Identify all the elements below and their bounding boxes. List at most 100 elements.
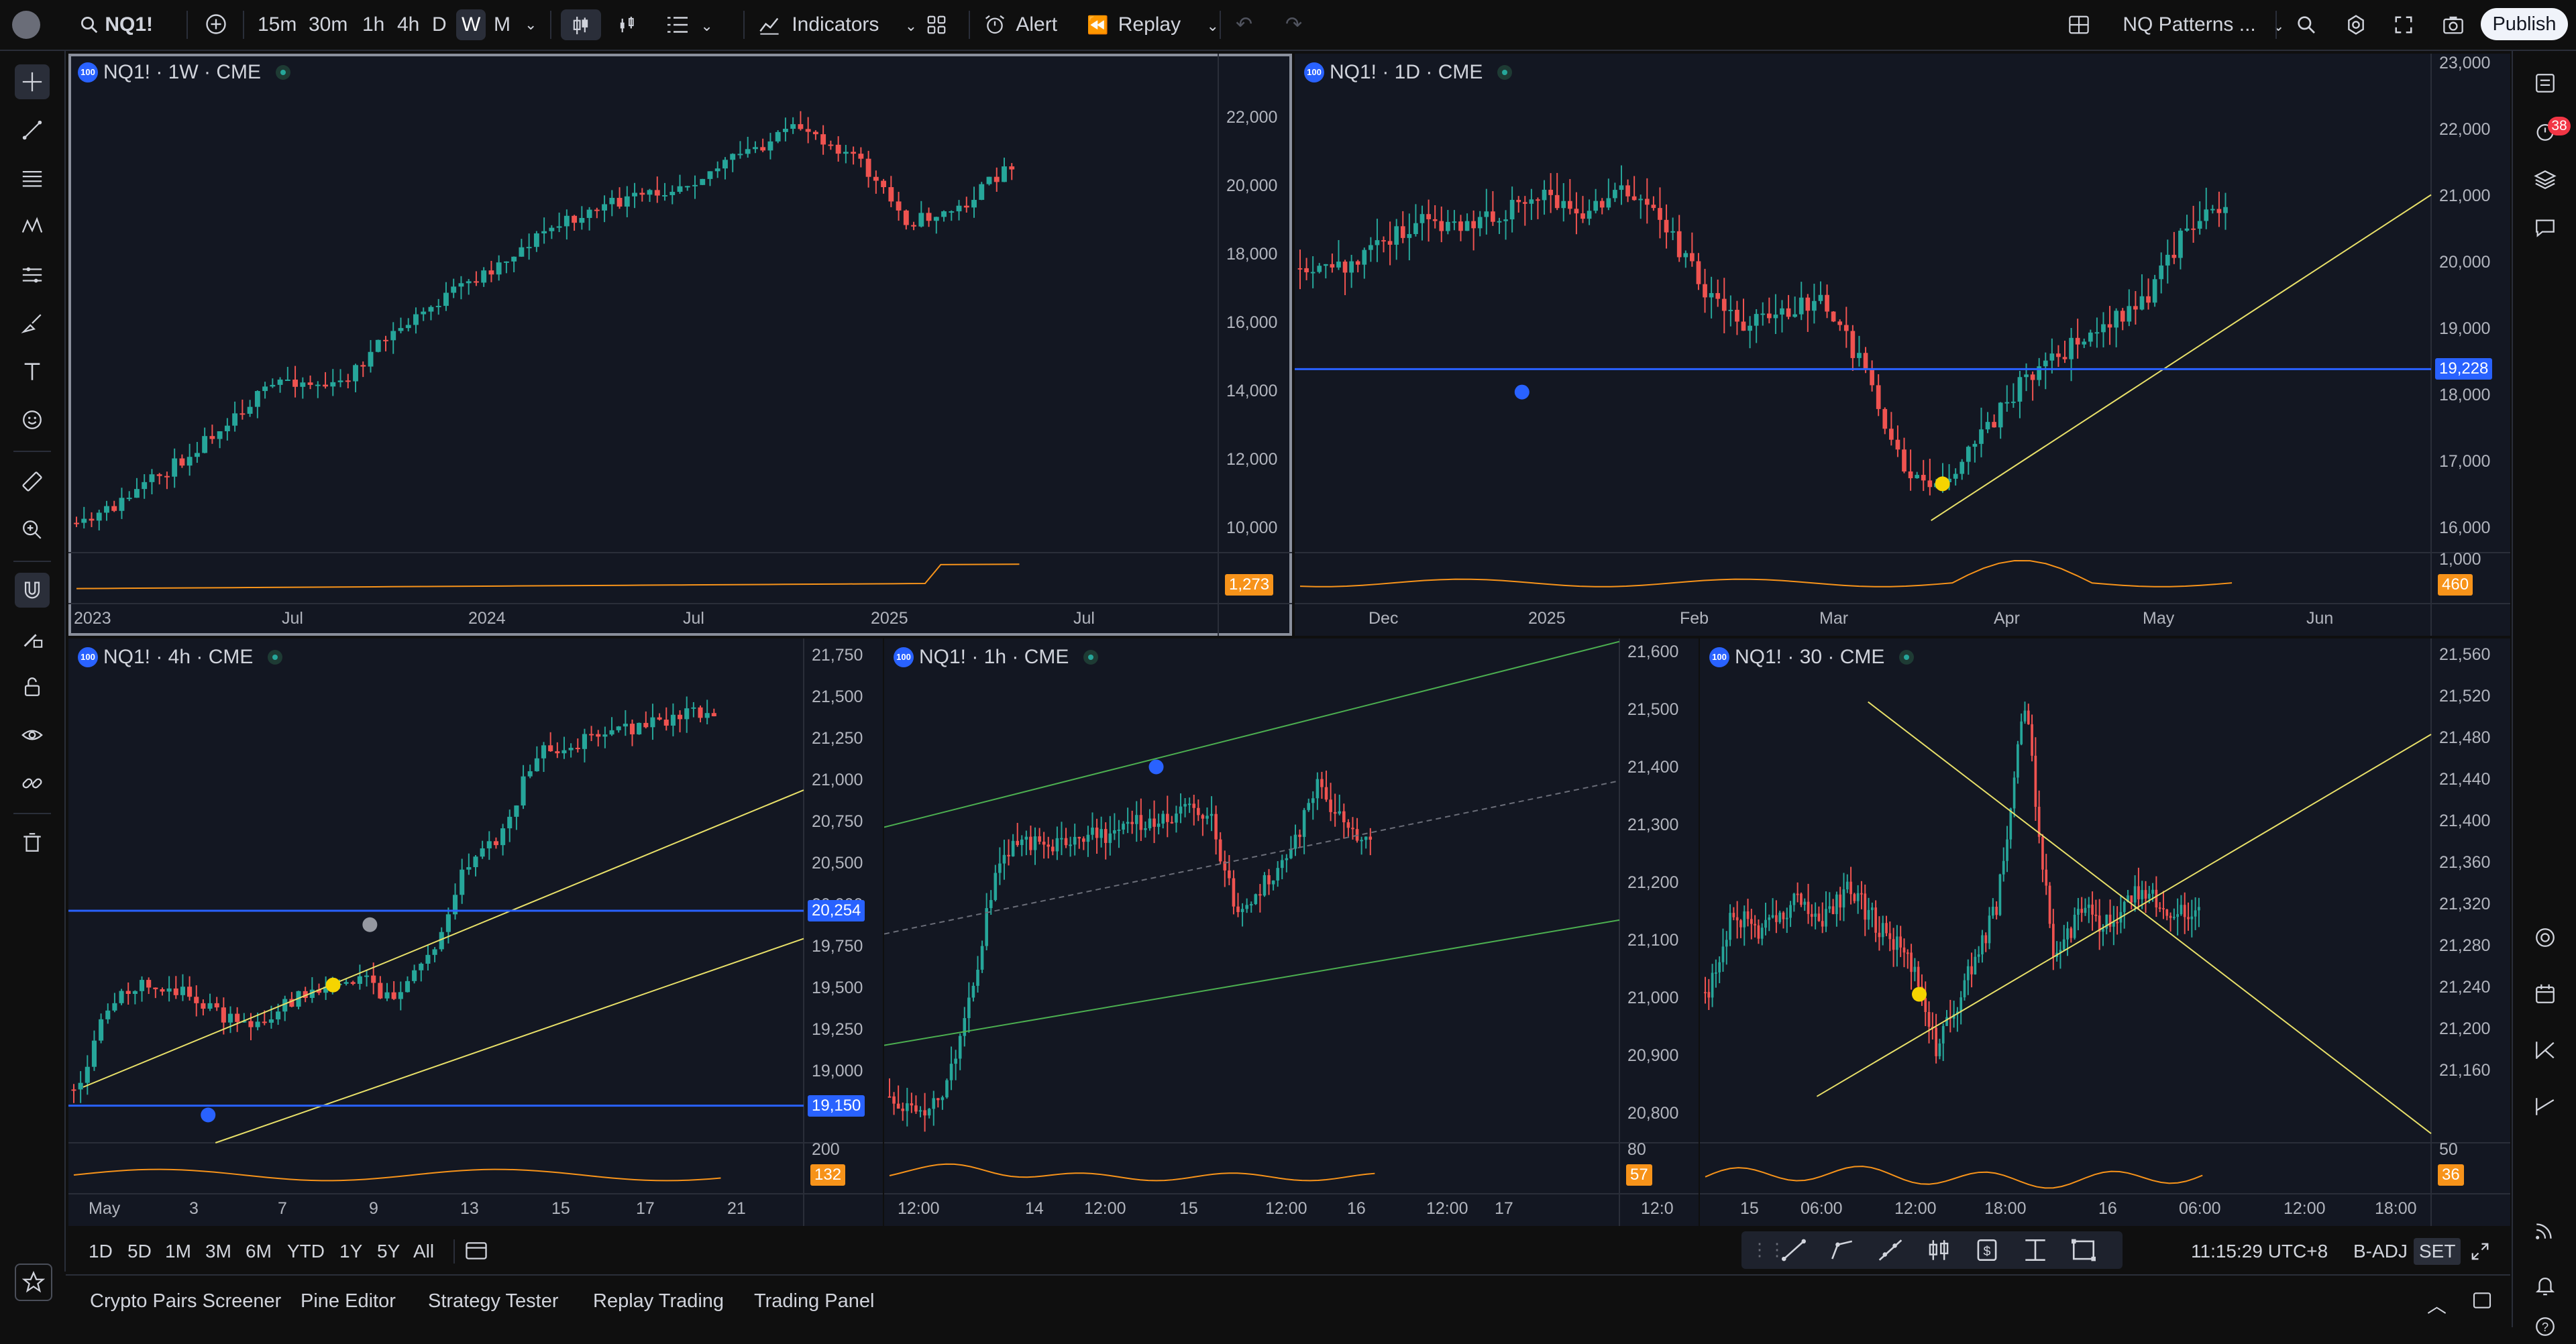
quick-search-button[interactable] bbox=[2290, 9, 2322, 40]
chart-pane-daily[interactable]: 100 NQ1! · 1D · CME 23,000 22,000 21,000 20,… bbox=[1295, 54, 2510, 636]
clock-readout[interactable]: 11:15:29 UTC+8 bbox=[2191, 1241, 2328, 1262]
range-1m[interactable]: 1M bbox=[165, 1241, 191, 1262]
range-5d[interactable]: 5D bbox=[127, 1241, 152, 1262]
fullscreen-button[interactable] bbox=[2388, 9, 2419, 40]
interval-w[interactable]: W bbox=[456, 9, 486, 40]
session-toggle[interactable]: SET bbox=[2414, 1238, 2461, 1265]
go-to-date-button[interactable] bbox=[464, 1238, 488, 1265]
interval-4h[interactable]: 4h bbox=[397, 13, 420, 36]
settings-button[interactable] bbox=[2340, 9, 2372, 40]
interval-1h[interactable]: 1h bbox=[362, 13, 385, 36]
crosshair-tool[interactable] bbox=[15, 64, 50, 99]
redo-button[interactable]: ↷ bbox=[1280, 9, 1307, 40]
alert-marker-icon[interactable] bbox=[1912, 987, 1927, 1002]
range-1y[interactable]: 1Y bbox=[339, 1241, 363, 1262]
snapshot-button[interactable] bbox=[2436, 9, 2470, 40]
interval-15m[interactable]: 15m bbox=[258, 13, 297, 36]
symbol-search-button[interactable]: NQ1! bbox=[74, 9, 158, 40]
range-all[interactable]: All bbox=[413, 1241, 435, 1262]
tab-replay-trading[interactable]: Replay Trading bbox=[593, 1290, 724, 1312]
undo-button[interactable]: ↶ bbox=[1230, 9, 1258, 40]
trend-line[interactable] bbox=[215, 938, 804, 1143]
chart-pane-1h[interactable]: 100 NQ1! · 1h · CME 21,600 21,500 21,400 21,… bbox=[884, 638, 1699, 1226]
indicators-button[interactable]: Indicators ⌄ bbox=[753, 9, 922, 40]
pane-legend[interactable]: 100 NQ1! · 30 · CME bbox=[1709, 644, 1915, 671]
price-line-badge[interactable]: 19,228 bbox=[2435, 358, 2493, 380]
range-6m[interactable]: 6M bbox=[246, 1241, 272, 1262]
trend-line[interactable] bbox=[1931, 194, 2432, 521]
trend-line-icon[interactable] bbox=[1779, 1238, 1809, 1262]
alert-marker-icon[interactable] bbox=[1935, 476, 1950, 492]
chart-pane-weekly[interactable]: 100 NQ1! · 1W · CME 22,000 20,000 18,000 16,… bbox=[68, 54, 1292, 636]
streams-button[interactable] bbox=[2528, 1213, 2563, 1247]
bar-style-button[interactable] bbox=[612, 9, 643, 40]
price-line-badge[interactable]: 19,150 bbox=[808, 1095, 865, 1117]
compare-symbol-button[interactable] bbox=[199, 9, 233, 40]
drag-handle-icon[interactable]: ⋮⋮ bbox=[1751, 1239, 1786, 1259]
price-line-badge[interactable]: 20,254 bbox=[808, 900, 865, 921]
forecast-tool[interactable] bbox=[15, 258, 50, 292]
stay-in-drawing-mode-tool[interactable] bbox=[15, 621, 50, 656]
maximize-panel-button[interactable] bbox=[2471, 1290, 2493, 1316]
rectangle-icon[interactable] bbox=[2069, 1238, 2098, 1262]
avatar[interactable] bbox=[12, 11, 40, 39]
collapse-panel-button[interactable]: ︿ bbox=[2427, 1290, 2447, 1319]
favorites-tool[interactable] bbox=[15, 1264, 52, 1301]
sync-drawings-tool[interactable] bbox=[15, 766, 50, 801]
chart-canvas[interactable] bbox=[884, 638, 1699, 1226]
interval-m[interactable]: M bbox=[494, 13, 511, 36]
strategy-button[interactable] bbox=[2528, 1033, 2563, 1068]
trend-line[interactable] bbox=[884, 919, 1620, 1046]
back-adjust-toggle[interactable]: B-ADJ bbox=[2353, 1241, 2408, 1262]
chart-canvas[interactable] bbox=[68, 54, 1292, 636]
publish-button[interactable]: Publish bbox=[2481, 8, 2568, 40]
fib-retracement-tool[interactable] bbox=[15, 161, 50, 196]
chats-button[interactable] bbox=[2528, 211, 2563, 245]
trend-line[interactable] bbox=[83, 789, 804, 1088]
layout-select-button[interactable]: NQ Patterns ... ⌄ bbox=[2062, 9, 2290, 40]
remove-drawings-tool[interactable] bbox=[15, 825, 50, 860]
text-tool[interactable] bbox=[15, 354, 50, 389]
measure-icon[interactable] bbox=[2021, 1238, 2050, 1262]
notifications-button[interactable] bbox=[2528, 1268, 2563, 1302]
ruler-tool[interactable] bbox=[15, 464, 50, 499]
pane-legend[interactable]: 100 NQ1! · 1h · CME bbox=[894, 644, 1099, 671]
magnet-mode-tool[interactable] bbox=[15, 573, 50, 608]
chart-canvas[interactable] bbox=[1295, 54, 2510, 636]
zoom-in-tool[interactable] bbox=[15, 512, 50, 547]
hide-drawings-tool[interactable] bbox=[15, 718, 50, 752]
trend-line-tool[interactable] bbox=[15, 113, 50, 148]
alert-marker-icon[interactable] bbox=[325, 977, 341, 993]
trend-line[interactable] bbox=[1816, 734, 2432, 1097]
chart-settings-list-button[interactable]: ⌄ bbox=[660, 9, 718, 40]
range-5y[interactable]: 5Y bbox=[377, 1241, 400, 1262]
interval-chevron-down-icon[interactable]: ⌄ bbox=[525, 16, 537, 33]
help-button[interactable]: ? bbox=[2528, 1309, 2563, 1344]
chart-pane-30m[interactable]: 100 NQ1! · 30 · CME 21,560 21,520 21,480 21,… bbox=[1700, 638, 2510, 1226]
emoji-tool[interactable] bbox=[15, 402, 50, 437]
interval-d[interactable]: D bbox=[432, 13, 447, 36]
pane-legend[interactable]: 100 NQ1! · 4h · CME bbox=[78, 644, 283, 671]
extended-line-icon[interactable] bbox=[1876, 1238, 1905, 1262]
tab-trading-panel[interactable]: Trading Panel bbox=[754, 1290, 875, 1312]
ray-icon[interactable] bbox=[1827, 1238, 1857, 1262]
object-tree-button[interactable] bbox=[2528, 162, 2563, 197]
lock-drawings-tool[interactable] bbox=[15, 669, 50, 704]
patterns-tool[interactable] bbox=[15, 209, 50, 244]
chart-pane-4h[interactable]: 100 NQ1! · 4h · CME 21,750 21,500 21,250 21,… bbox=[68, 638, 883, 1226]
chart-canvas[interactable] bbox=[68, 638, 883, 1226]
range-ytd[interactable]: YTD bbox=[287, 1241, 325, 1262]
trend-line[interactable] bbox=[1868, 701, 2432, 1134]
trend-line[interactable] bbox=[884, 640, 1620, 828]
alert-button[interactable]: Alert bbox=[978, 9, 1063, 40]
pane-legend[interactable]: 100 NQ1! · 1D · CME bbox=[1304, 59, 1513, 86]
watchlist-button[interactable] bbox=[2528, 66, 2563, 101]
screener-button[interactable] bbox=[2528, 1089, 2563, 1124]
chart-canvas[interactable] bbox=[1700, 638, 2510, 1226]
candles-chart-type-button[interactable] bbox=[561, 9, 601, 40]
price-label-icon[interactable]: $ bbox=[1972, 1238, 2002, 1262]
tab-crypto-pairs-screener[interactable]: Crypto Pairs Screener bbox=[90, 1290, 282, 1312]
alert-marker-icon[interactable] bbox=[1514, 384, 1529, 400]
maximize-button[interactable] bbox=[2470, 1238, 2490, 1265]
layouts-grid-button[interactable] bbox=[920, 9, 953, 40]
